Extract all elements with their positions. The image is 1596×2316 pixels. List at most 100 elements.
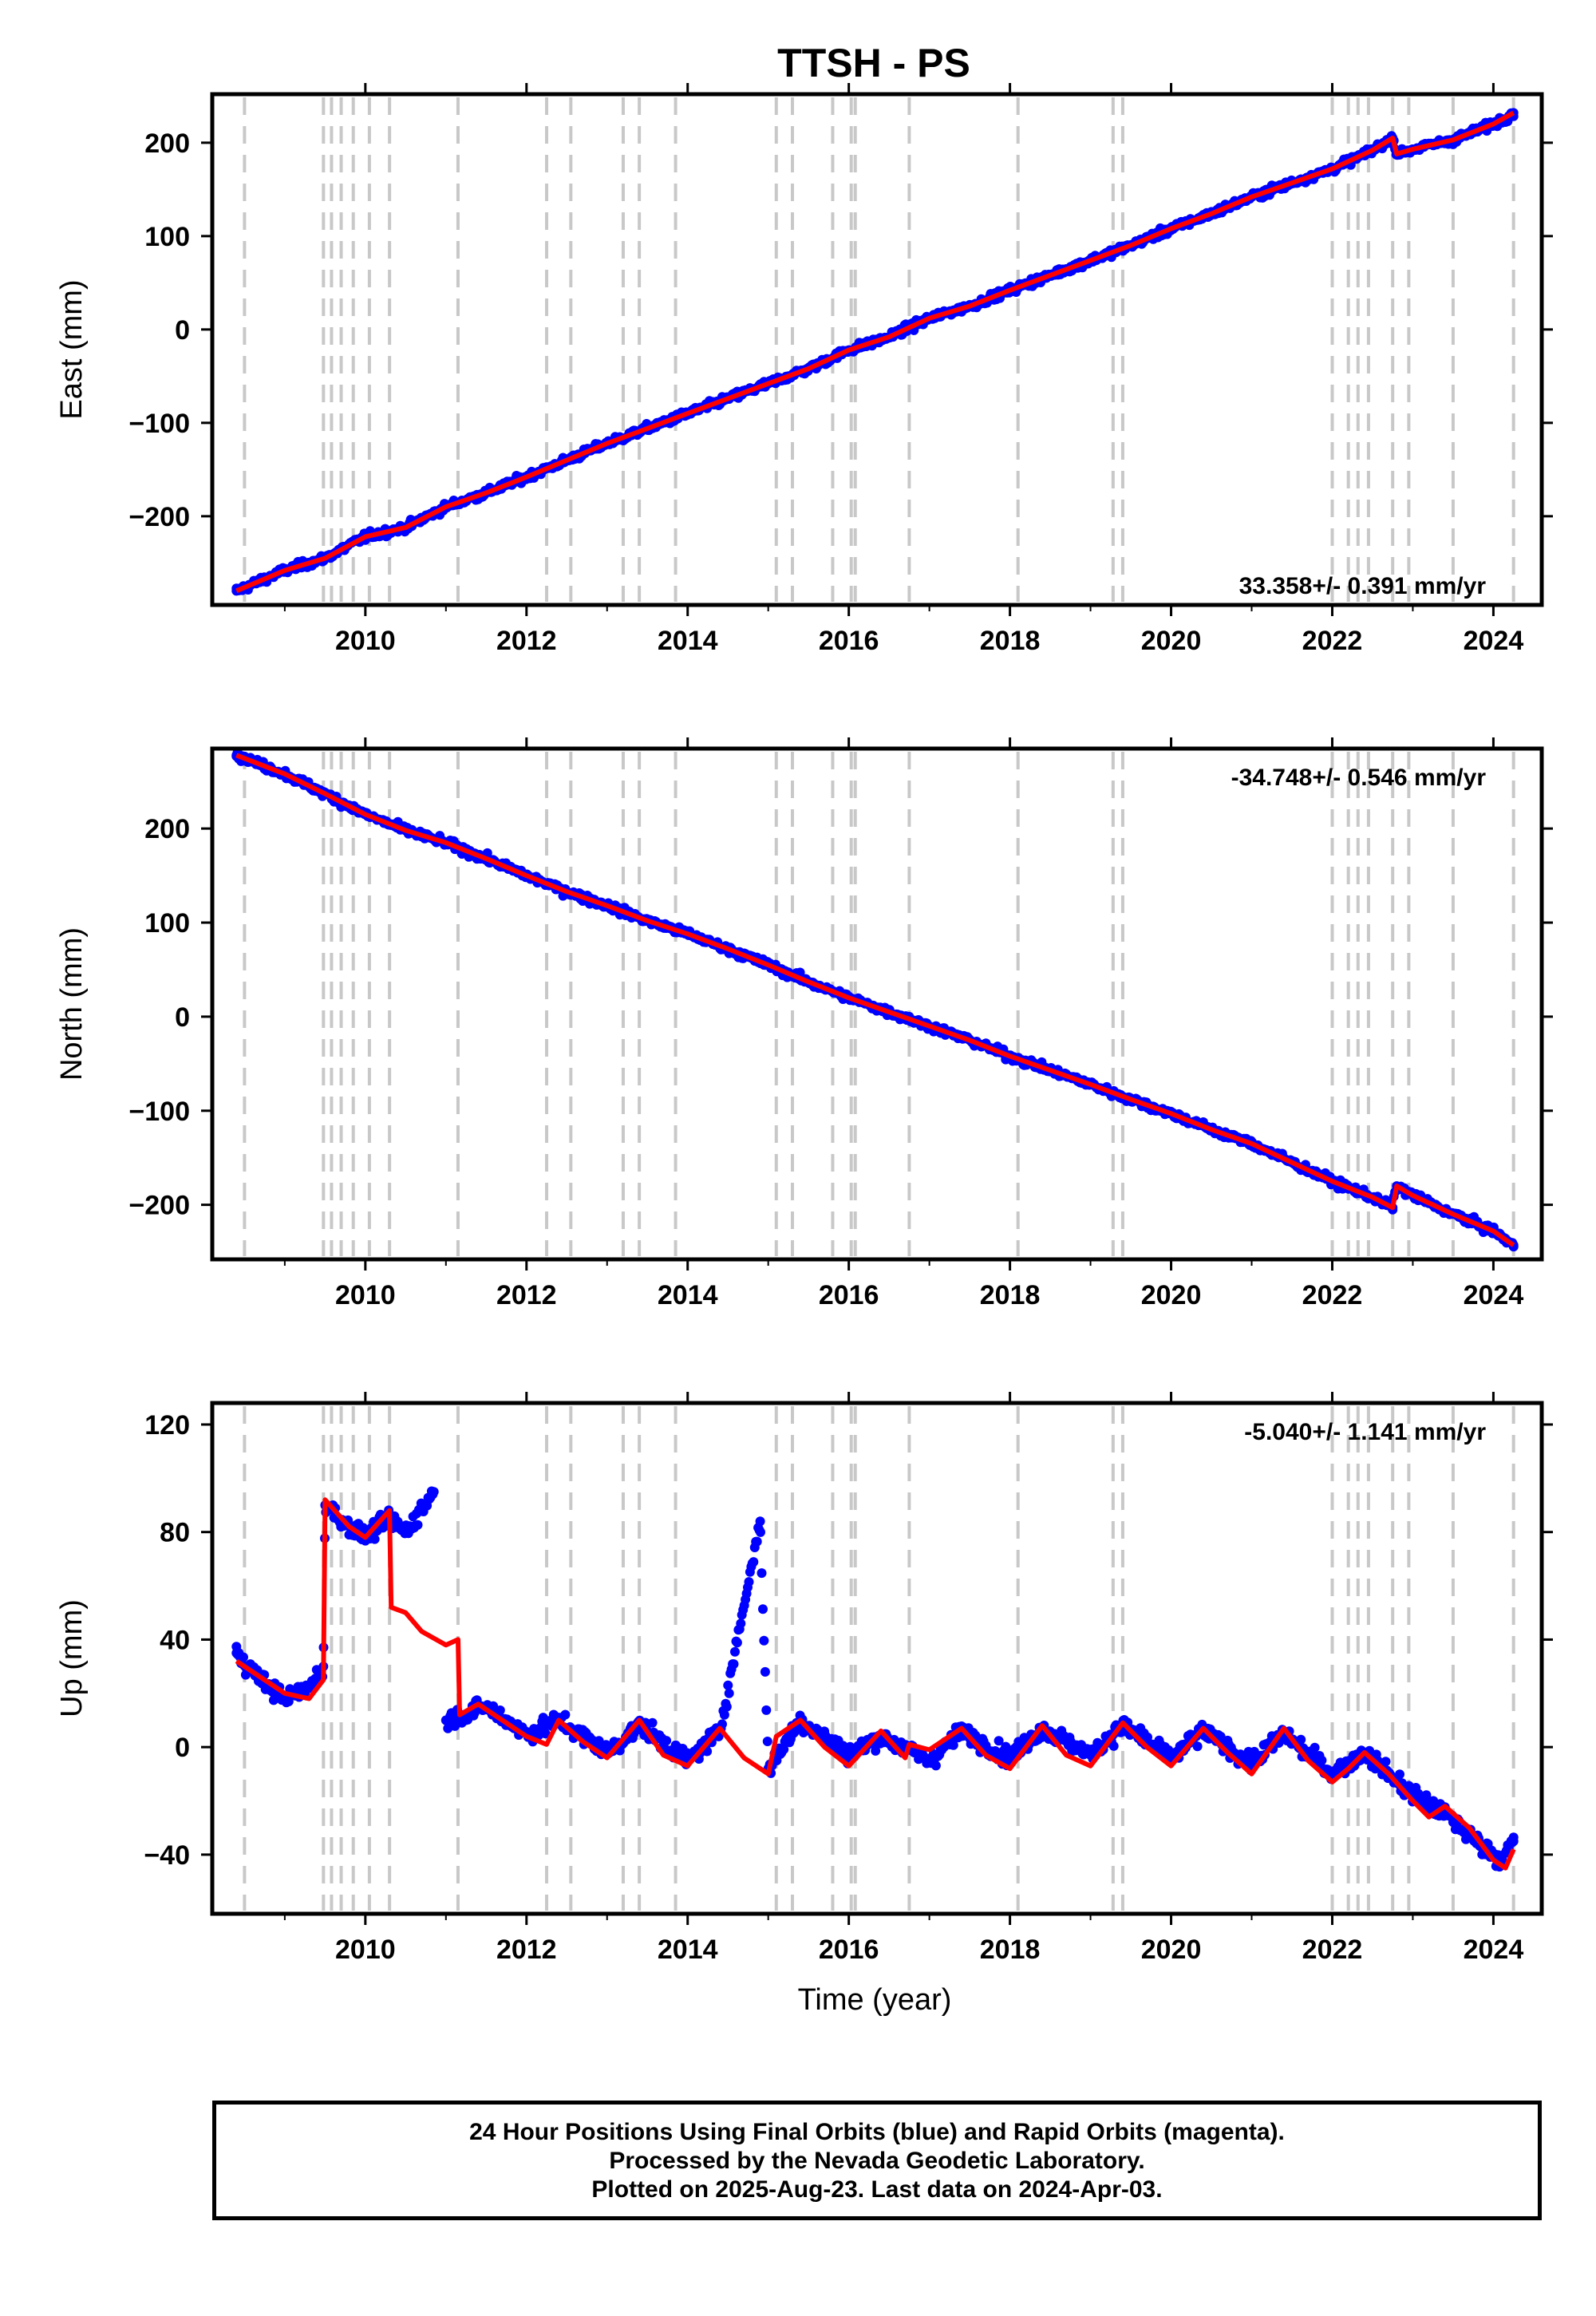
data-point: [871, 1745, 881, 1756]
y-axis-label: East (mm): [55, 279, 89, 419]
data-point: [1508, 1836, 1519, 1847]
data-point: [752, 1536, 762, 1547]
y-axis-label: North (mm): [55, 927, 89, 1081]
panel-up: −40 0 40 80 120 2010 2012 2014 2016 2018 2020 2022 2…: [55, 1392, 1553, 2017]
x-tick-label: 2020: [1141, 1280, 1202, 1310]
data-point: [495, 1705, 505, 1715]
footer-line-1: 24 Hour Positions Using Final Orbits (bl…: [469, 2119, 1285, 2145]
y-tick-label: 120: [144, 1410, 190, 1441]
data-point: [1327, 1769, 1337, 1779]
x-tick-label: 2022: [1302, 626, 1363, 656]
x-tick-label: 2018: [980, 626, 1041, 656]
chart-title: TTSH - PS: [777, 41, 970, 85]
data-point: [1192, 1741, 1203, 1752]
data-point: [749, 1557, 759, 1567]
data-point: [1085, 1750, 1096, 1761]
model-line: [235, 1497, 1516, 1871]
data-point: [369, 1534, 380, 1544]
panel-east: −200 −100 0 100 200 2010 2012 2014 2016 2018 2020 2…: [55, 83, 1553, 656]
data-point: [755, 1516, 765, 1527]
data-point: [1215, 1731, 1226, 1741]
x-tick-label: 2024: [1464, 1280, 1524, 1310]
data-point: [757, 1568, 767, 1579]
data-point: [732, 1638, 742, 1648]
data-point: [401, 1527, 411, 1537]
data-point: [756, 1527, 765, 1537]
data-point: [231, 1648, 242, 1658]
data-point: [759, 1635, 769, 1646]
data-point: [760, 1666, 770, 1677]
plot-frame: [210, 746, 1544, 1262]
x-tick-label: 2012: [496, 626, 557, 656]
y-tick-label: −100: [128, 1097, 190, 1127]
y-tick-label: 200: [144, 128, 190, 159]
data-point: [761, 1705, 772, 1715]
data-point: [560, 1709, 571, 1720]
data-point: [1296, 1734, 1306, 1745]
data-point: [723, 1680, 733, 1690]
y-tick-label: 100: [144, 222, 190, 252]
x-tick-label: 2012: [496, 1280, 557, 1310]
x-axis-label: Time (year): [798, 1983, 952, 2017]
model-line: [235, 753, 1515, 1247]
data-point: [239, 1652, 248, 1662]
y-tick-label: 200: [144, 814, 190, 844]
data-point: [758, 1604, 768, 1614]
rate-label: 33.358+/- 0.391 mm/yr: [1239, 573, 1487, 599]
x-tick-label: 2010: [335, 1935, 396, 1965]
x-tick-label: 2018: [980, 1935, 1041, 1965]
data-point: [413, 1520, 423, 1530]
data-point: [729, 1659, 739, 1670]
data-point: [1246, 1758, 1257, 1769]
data-point: [662, 1736, 672, 1746]
x-tick-label: 2014: [658, 1280, 718, 1310]
data-point: [762, 1737, 772, 1746]
x-tick-label: 2016: [819, 1280, 879, 1310]
x-tick-label: 2024: [1464, 626, 1524, 656]
y-tick-label: 0: [175, 1733, 190, 1763]
data-point: [736, 1618, 746, 1629]
data-point: [724, 1688, 734, 1698]
x-tick-label: 2010: [335, 626, 396, 656]
rate-label: -5.040+/- 1.141 mm/yr: [1244, 1419, 1486, 1445]
data-point: [1317, 1755, 1327, 1765]
scatter-series: [231, 108, 1519, 596]
data-point: [429, 1487, 439, 1497]
rate-label: -34.748+/- 0.546 mm/yr: [1231, 765, 1487, 791]
data-point: [779, 1745, 789, 1754]
x-tick-label: 2020: [1141, 626, 1202, 656]
y-tick-label: −200: [128, 502, 190, 532]
data-point: [1381, 1757, 1391, 1767]
plot-frame: [210, 1401, 1544, 1916]
data-point: [304, 1683, 314, 1694]
data-point: [1395, 1769, 1404, 1780]
data-point: [647, 1717, 658, 1728]
y-tick-label: 0: [175, 1002, 190, 1033]
x-tick-label: 2014: [658, 1935, 718, 1965]
y-tick-label: 40: [160, 1625, 190, 1655]
y-tick-label: 80: [160, 1518, 190, 1548]
x-tick-label: 2014: [658, 626, 718, 656]
y-tick-label: −100: [128, 409, 190, 439]
plot-frame: [210, 92, 1544, 607]
footer-line-3: Plotted on 2025-Aug-23. Last data on 202…: [591, 2176, 1163, 2203]
data-point: [924, 1756, 934, 1765]
data-point: [719, 1709, 729, 1720]
x-tick-label: 2010: [335, 1280, 396, 1310]
scatter-series: [231, 1486, 1519, 1872]
y-axis-label: Up (mm): [55, 1599, 89, 1717]
x-tick-label: 2022: [1302, 1935, 1363, 1965]
data-point: [994, 1736, 1004, 1746]
model-line: [235, 110, 1515, 594]
data-point: [1440, 1809, 1450, 1820]
data-point: [721, 1701, 732, 1712]
x-tick-label: 2016: [819, 1935, 879, 1965]
x-tick-label: 2016: [819, 626, 879, 656]
data-point: [540, 1729, 551, 1739]
x-tick-label: 2012: [496, 1935, 557, 1965]
y-tick-label: 0: [175, 315, 190, 346]
data-point: [440, 1715, 451, 1725]
data-point: [730, 1646, 740, 1657]
data-point: [930, 1761, 941, 1771]
